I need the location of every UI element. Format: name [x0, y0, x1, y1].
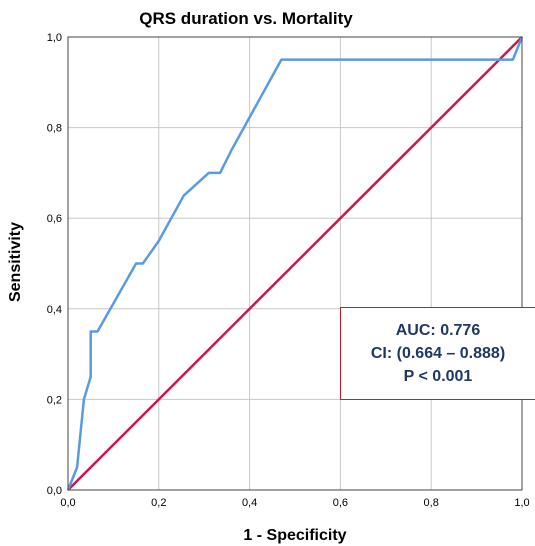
confidence-interval: CI: (0.664 – 0.888): [370, 344, 506, 362]
x-tick-label: 0,2: [151, 497, 166, 509]
y-tick-label: 0,4: [47, 304, 62, 316]
y-tick-label: 0,2: [47, 394, 62, 406]
y-tick-label: 0,0: [47, 485, 62, 497]
x-tick-labels: 0,0 0,2 0,4 0,6 0,8 1,0: [60, 497, 529, 509]
y-axis-label: Sensitivity: [7, 222, 24, 302]
plot-frame: [67, 36, 523, 491]
y-tick-label: 0,8: [47, 123, 62, 135]
y-tick-label: 1,0: [47, 32, 62, 44]
x-axis-label: 1 - Specificity: [243, 527, 346, 544]
reference-line-layer: [67, 36, 523, 491]
x-tick-label: 0,4: [242, 497, 257, 509]
y-tick-labels: 0,0 0,2 0,4 0,6 0,8 1,0: [47, 32, 62, 497]
x-tick-label: 0,6: [333, 497, 348, 509]
roc-curve-layer: [66, 36, 524, 491]
auc-value: AUC: 0.776: [395, 321, 481, 339]
reference-line: [67, 36, 523, 491]
roc-curve: [66, 36, 524, 491]
x-tick-label: 1,0: [514, 497, 529, 509]
auc-annotation-box: AUC: 0.776 CI: (0.664 – 0.888) P < 0.001: [340, 307, 535, 400]
x-tick-label: 0,0: [60, 497, 75, 509]
chart-title: QRS duration vs. Mortality: [139, 9, 353, 28]
y-tick-label: 0,6: [47, 213, 62, 225]
p-value: P < 0.001: [403, 367, 473, 385]
x-tick-label: 0,8: [424, 497, 439, 509]
grid: [68, 37, 522, 490]
